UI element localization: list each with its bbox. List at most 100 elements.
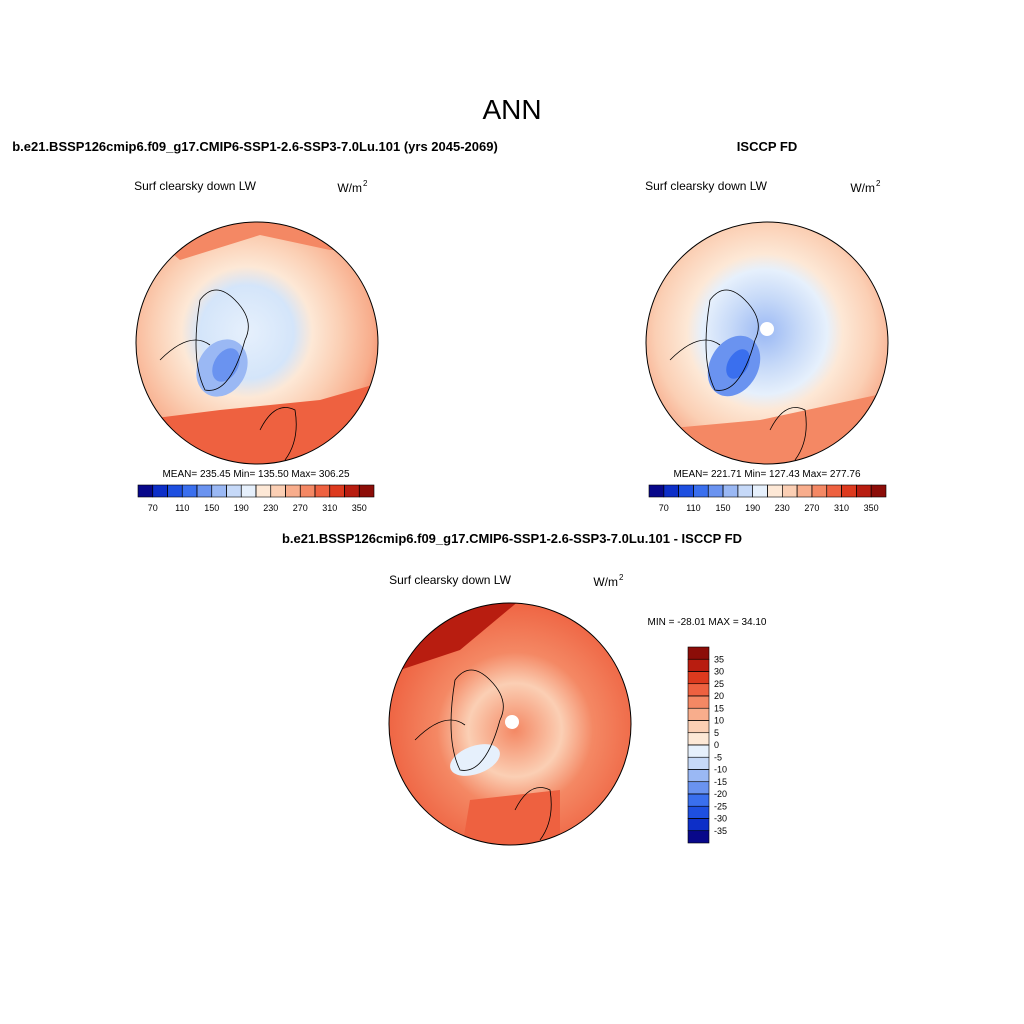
colorbar-tick-label: -15 xyxy=(714,777,727,787)
colorbar-tick-label: 350 xyxy=(864,503,879,513)
missing-data xyxy=(505,715,519,729)
coastline xyxy=(159,289,297,461)
panel-title: ISCCP FD xyxy=(737,139,797,154)
coastline xyxy=(669,289,807,461)
panel-title: b.e21.BSSP126cmip6.f09_g17.CMIP6-SSP1-2.… xyxy=(282,531,742,546)
colorbar-box xyxy=(687,805,710,819)
map-border xyxy=(645,221,889,465)
colorbar-tick-label: -25 xyxy=(714,801,727,811)
colorbar-box xyxy=(181,484,198,498)
colorbar-tick-label: -35 xyxy=(714,826,727,836)
colorbar-box xyxy=(687,818,710,832)
map xyxy=(646,222,888,464)
colorbar-box xyxy=(687,720,710,734)
units-superscript: 2 xyxy=(619,573,624,582)
colorbar-tick-label: -20 xyxy=(714,789,727,799)
colorbar-box xyxy=(826,484,842,498)
colorbar-box xyxy=(687,793,710,807)
units-label: W/m xyxy=(593,575,618,589)
colorbar-box xyxy=(687,756,710,770)
colorbar-box xyxy=(752,484,768,498)
colorbar-box xyxy=(782,484,798,498)
colorbar-box xyxy=(358,484,375,498)
colorbar-box xyxy=(811,484,828,498)
colorbar-tick-label: 35 xyxy=(714,654,724,664)
coastline xyxy=(414,669,552,841)
colorbar-box xyxy=(687,707,710,721)
missing-data xyxy=(760,322,774,336)
colorbar-box xyxy=(722,484,739,498)
map-border xyxy=(135,221,379,465)
colorbar-tick-label: 70 xyxy=(659,503,669,513)
colorbar-box xyxy=(687,695,710,709)
map xyxy=(136,222,378,464)
colorbar-box xyxy=(344,484,360,498)
colorbar-box xyxy=(137,484,154,498)
colorbar-tick-label: 20 xyxy=(714,691,724,701)
colorbar-box xyxy=(211,484,227,498)
colorbar-box xyxy=(841,484,857,498)
variable-label: Surf clearsky down LW xyxy=(645,179,767,193)
colorbar-tick-label: 110 xyxy=(175,503,189,513)
colorbar-box xyxy=(240,484,257,498)
colorbar-tick-label: 190 xyxy=(234,503,249,513)
colorbar-box xyxy=(678,484,694,498)
colorbar-box xyxy=(687,683,710,697)
colorbar-tick-label: 25 xyxy=(714,679,724,689)
colorbar-box xyxy=(329,484,345,498)
units-label: W/m xyxy=(337,181,362,195)
stats-label: MIN = -28.01 MAX = 34.10 xyxy=(648,617,767,628)
units-label: W/m xyxy=(850,181,875,195)
colorbar-tick-label: -30 xyxy=(714,814,727,824)
colorbar-box xyxy=(687,781,710,795)
colorbar-box xyxy=(270,484,286,498)
colorbar-box xyxy=(285,484,301,498)
units-superscript: 2 xyxy=(876,179,881,188)
colorbar-box xyxy=(687,646,710,660)
colorbar-box xyxy=(687,658,710,672)
colorbar-tick-label: 110 xyxy=(686,503,700,513)
colorbar-box xyxy=(687,732,710,746)
colorbar-box xyxy=(314,484,331,498)
colorbar-tick-label: 150 xyxy=(204,503,219,513)
colorbar-tick-label: 70 xyxy=(148,503,158,513)
colorbar-tick-label: 270 xyxy=(804,503,819,513)
variable-label: Surf clearsky down LW xyxy=(134,179,256,193)
variable-label: Surf clearsky down LW xyxy=(389,573,511,587)
colorbar-box xyxy=(226,484,242,498)
colorbar-tick-label: 5 xyxy=(714,728,719,738)
map-border xyxy=(388,602,632,846)
colorbar-tick-label: -5 xyxy=(714,752,722,762)
colorbar-box xyxy=(687,744,710,758)
colorbar-box xyxy=(196,484,213,498)
colorbar-box xyxy=(767,484,783,498)
colorbar-tick-label: 150 xyxy=(716,503,731,513)
colorbar-box xyxy=(693,484,709,498)
colorbar-box xyxy=(152,484,168,498)
colorbar-box xyxy=(796,484,813,498)
colorbar-box xyxy=(648,484,665,498)
colorbar-tick-label: 30 xyxy=(714,667,724,677)
colorbar-box xyxy=(737,484,753,498)
colorbar-box xyxy=(687,830,710,844)
colorbar-box xyxy=(663,484,679,498)
colorbar-tick-label: 15 xyxy=(714,703,724,713)
colorbar-box xyxy=(856,484,872,498)
stats-label: MEAN= 235.45 Min= 135.50 Max= 306.25 xyxy=(162,469,350,480)
colorbar-box xyxy=(167,484,183,498)
colorbar-tick-label: 350 xyxy=(352,503,367,513)
colorbar-tick-label: 230 xyxy=(775,503,790,513)
colorbar-tick-label: 310 xyxy=(834,503,849,513)
colorbar-tick-label: -10 xyxy=(714,765,727,775)
colorbar-tick-label: 270 xyxy=(293,503,308,513)
figure-title: ANN xyxy=(482,94,541,125)
colorbar-box xyxy=(707,484,724,498)
units-superscript: 2 xyxy=(363,179,368,188)
panel-title: b.e21.BSSP126cmip6.f09_g17.CMIP6-SSP1-2.… xyxy=(12,139,498,154)
colorbar-tick-label: 190 xyxy=(745,503,760,513)
colorbar-box xyxy=(870,484,887,498)
colorbar-tick-label: 0 xyxy=(714,740,719,750)
colorbar-box xyxy=(687,671,710,685)
